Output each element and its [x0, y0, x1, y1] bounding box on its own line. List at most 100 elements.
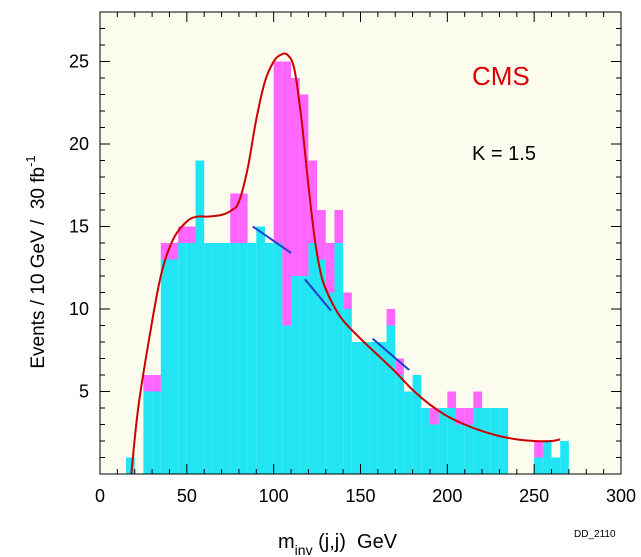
- background-bin: [152, 391, 161, 474]
- x-axis-label-rest: (j,j) GeV: [313, 531, 398, 553]
- background-bin: [169, 259, 179, 474]
- y-tick-label: 10: [69, 299, 89, 319]
- signal-bin: [456, 408, 465, 425]
- y-axis-label: Events / 10 GeV / 30 fb-1: [23, 155, 49, 368]
- background-bin: [264, 243, 274, 474]
- x-axis-label-main: m: [278, 531, 295, 553]
- x-tick-label: 250: [519, 486, 549, 506]
- x-tick-label: 50: [177, 486, 197, 506]
- background-bin: [160, 259, 170, 474]
- background-bin: [560, 441, 569, 474]
- background-bin: [377, 342, 387, 474]
- signal-bin: [447, 391, 457, 408]
- signal-bin: [186, 226, 196, 243]
- background-bin: [204, 243, 213, 474]
- background-bin: [412, 375, 422, 474]
- background-bin: [343, 309, 352, 474]
- background-bin: [308, 243, 318, 474]
- signal-bin: [386, 309, 396, 326]
- signal-bin: [325, 243, 335, 293]
- signal-bin: [299, 94, 309, 276]
- x-axis-ticks: 0 50 100 150 200 250 300: [95, 12, 636, 506]
- signal-bin: [160, 243, 170, 260]
- background-bin: [195, 160, 205, 474]
- background-bin: [238, 243, 248, 474]
- background-bin: [221, 243, 231, 474]
- background-bin: [334, 243, 344, 474]
- background-bin: [551, 457, 561, 474]
- signal-bin: [464, 408, 474, 425]
- y-axis-ticks: 5 10 15 20 25: [69, 28, 621, 458]
- signal-bin: [143, 375, 153, 392]
- y-axis-label-sup: -1: [23, 155, 38, 167]
- experiment-label: CMS: [472, 61, 530, 91]
- background-bin: [186, 243, 196, 474]
- background-bin: [395, 375, 404, 474]
- signal-bin: [473, 391, 483, 408]
- y-tick-label: 15: [69, 217, 89, 237]
- curve-segment: [252, 225, 292, 254]
- signal-bin: [429, 408, 439, 425]
- signal-bin: [317, 210, 326, 260]
- background-bin: [351, 342, 361, 474]
- signal-bin: [395, 358, 404, 375]
- background-bin: [360, 342, 370, 474]
- background-bin: [299, 276, 309, 474]
- signal-bin: [282, 61, 292, 326]
- y-tick-label: 20: [69, 134, 89, 154]
- background-bins: [126, 160, 569, 474]
- background-bin: [369, 342, 378, 474]
- background-bin: [230, 243, 239, 474]
- signal-bin: [273, 61, 283, 243]
- figure-id: DD_2110: [574, 529, 616, 540]
- background-bin: [291, 276, 300, 474]
- background-bin: [421, 408, 430, 474]
- background-bin: [178, 243, 187, 474]
- x-tick-label: 0: [95, 486, 105, 506]
- background-bin: [464, 424, 474, 474]
- signal-bin: [178, 226, 187, 243]
- background-bin: [325, 292, 335, 474]
- background-bin: [317, 259, 326, 474]
- signal-bin: [230, 193, 239, 243]
- x-tick-label: 100: [259, 486, 289, 506]
- x-tick-label: 150: [345, 486, 375, 506]
- y-tick-label: 5: [79, 382, 89, 402]
- curve-segment: [304, 278, 332, 312]
- background-bin: [438, 408, 448, 474]
- background-bin: [273, 243, 283, 474]
- kfactor-label: K = 1.5: [472, 143, 536, 165]
- background-bin: [403, 391, 413, 474]
- signal-bin: [343, 292, 352, 309]
- signal-bin: [334, 210, 344, 243]
- background-bin: [429, 424, 439, 474]
- x-axis-label-sub: inv: [295, 542, 313, 557]
- background-bin: [490, 408, 500, 474]
- background-bin: [456, 424, 465, 474]
- background-bin: [212, 243, 222, 474]
- background-bin: [447, 408, 457, 474]
- signal-bin: [534, 441, 543, 458]
- signal-bins: [143, 61, 543, 458]
- background-bin: [542, 441, 552, 474]
- background-bin: [126, 457, 135, 474]
- background-bin: [473, 408, 483, 474]
- curve-segments: [252, 225, 410, 371]
- background-bin: [499, 408, 509, 474]
- signal-bin: [169, 243, 179, 260]
- background-bin: [534, 457, 543, 474]
- background-bin: [256, 226, 265, 474]
- y-axis-label-main: Events / 10 GeV / 30 fb: [28, 167, 49, 369]
- background-bin: [143, 391, 153, 474]
- background-bin: [247, 243, 257, 474]
- signal-bin: [152, 375, 161, 392]
- x-tick-label: 300: [606, 486, 636, 506]
- curve-segment: [372, 337, 410, 371]
- y-tick-label: 25: [69, 52, 89, 72]
- background-bin: [386, 325, 396, 474]
- signal-bin: [291, 78, 300, 276]
- fit-curve: [130, 52, 561, 475]
- x-tick-label: 200: [432, 486, 462, 506]
- signal-bin: [238, 193, 248, 243]
